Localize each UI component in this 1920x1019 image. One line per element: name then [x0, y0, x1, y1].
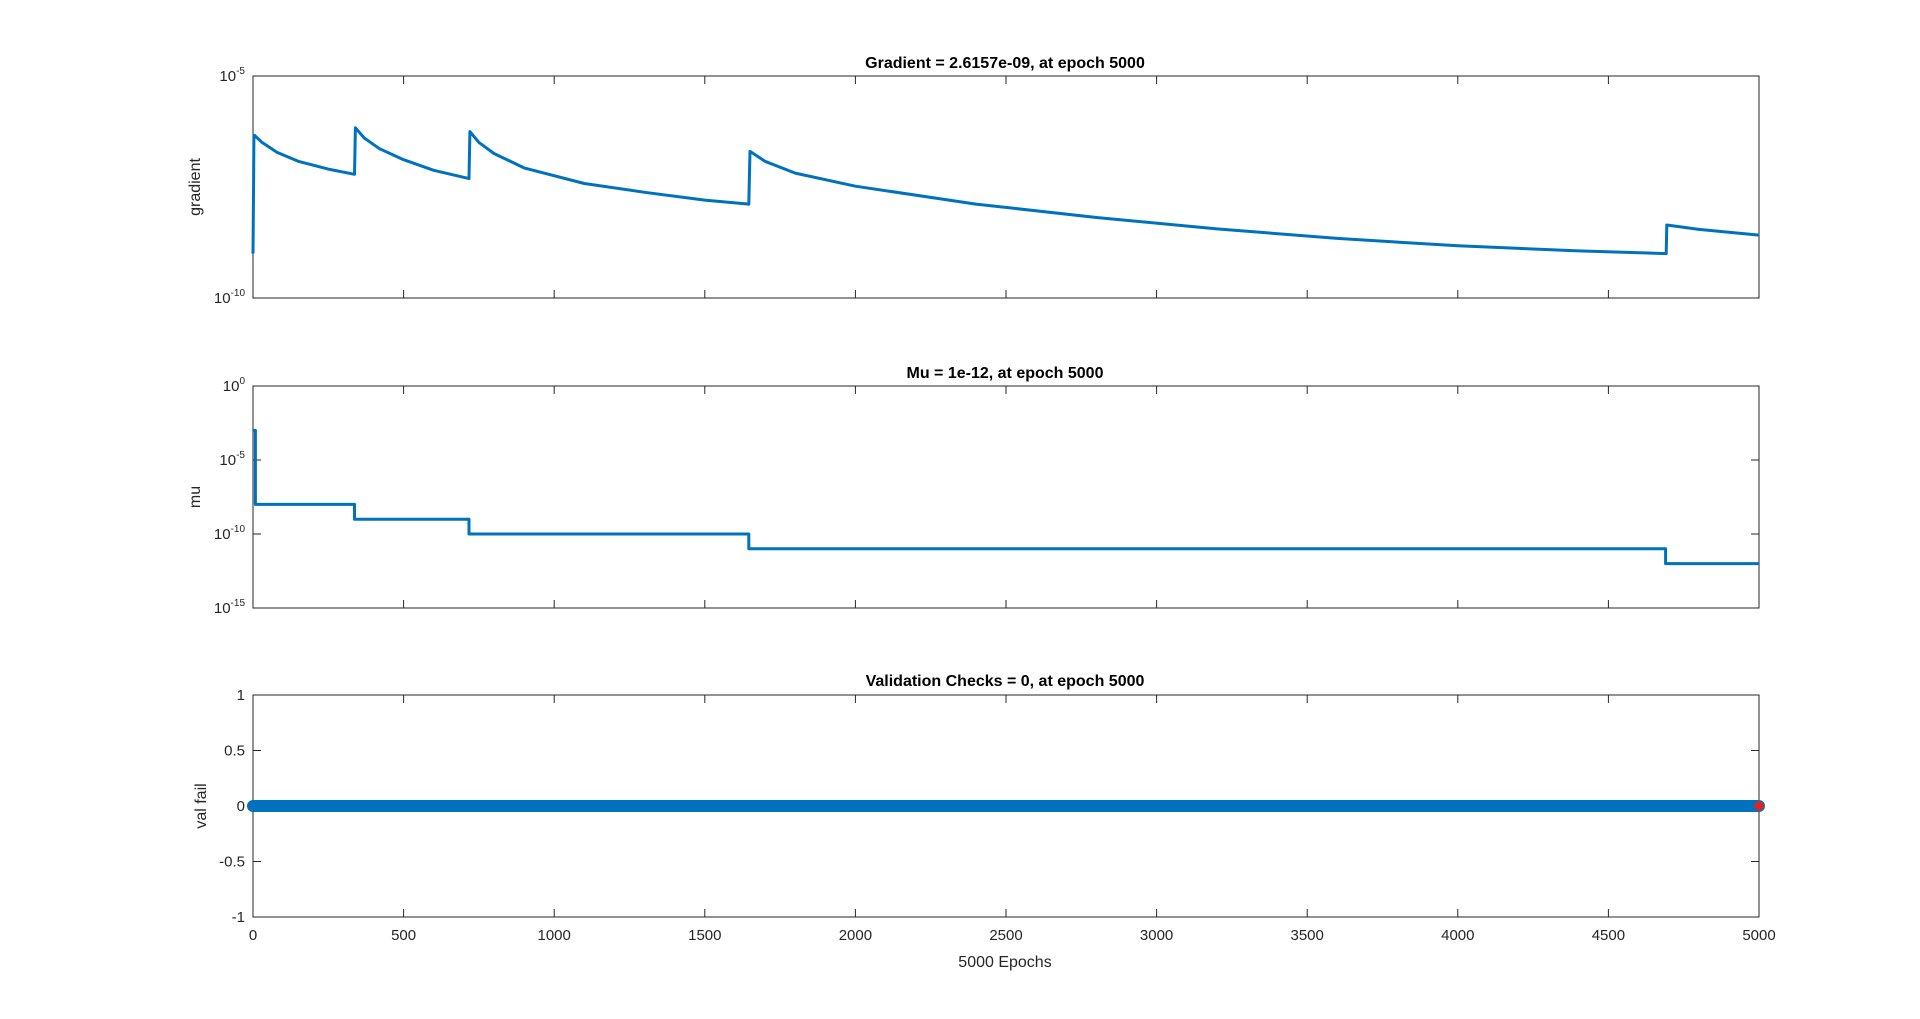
val-fail-xtick-label: 4500	[1592, 927, 1625, 944]
val-fail-xtick-label: 1000	[538, 927, 571, 944]
gradient-series-line	[251, 126, 1760, 256]
mu-xticks	[252, 386, 1760, 608]
val-fail-panel-title: Validation Checks = 0, at epoch 5000	[866, 673, 1145, 690]
val-fail-ytick-label: 0	[237, 798, 245, 815]
val-fail-xtick-label: 4000	[1441, 927, 1474, 944]
val-fail-ytick-label: 1	[237, 687, 245, 704]
mu-ytick-base: 10	[214, 526, 231, 543]
mu-ytick-base: 10	[214, 600, 231, 617]
val-fail-end-marker	[1753, 800, 1765, 812]
val-fail-xtick-label: 0	[249, 927, 257, 944]
mu-ytick-exponent: -5	[236, 450, 245, 461]
val-fail-xtick-label: 1500	[688, 927, 721, 944]
gradient-ytick-exponent: -10	[231, 288, 246, 299]
mu-ylabel: mu	[187, 486, 204, 508]
val-fail-xticks: 0 500 1000 1500 2000 2500 3000 3500 4000 4500 5000	[249, 695, 1776, 944]
gradient-ytick-label: 10-5	[219, 66, 245, 85]
mu-ytick-label: 10-5	[219, 450, 245, 469]
val-fail-ytick-label: -0.5	[219, 854, 245, 871]
gradient-ytick-exponent: -5	[236, 66, 245, 77]
gradient-panel: Gradient = 2.6157e-09, at epoch 5000 gra…	[187, 55, 1760, 307]
mu-ytick-base: 10	[223, 378, 240, 395]
mu-ytick-label: 10-15	[214, 598, 246, 617]
mu-ytick-base: 10	[219, 452, 236, 469]
mu-ytick-label: 100	[223, 376, 246, 395]
mu-panel: Mu = 1e-12, at epoch 5000 mu 10-1510-101…	[187, 365, 1760, 617]
val-fail-xtick-label: 500	[391, 927, 416, 944]
mu-ytick-label: 10-10	[214, 524, 246, 543]
val-fail-ylabel: val fail	[193, 783, 210, 828]
val-fail-ytick-label: 0.5	[224, 743, 245, 760]
val-fail-xtick-label: 5000	[1742, 927, 1775, 944]
mu-axes	[252, 385, 1760, 609]
gradient-ytick-label: 10-10	[214, 288, 246, 307]
gradient-axes	[252, 75, 1760, 299]
val-fail-panel: Validation Checks = 0, at epoch 5000 val…	[193, 673, 1776, 971]
mu-panel-title: Mu = 1e-12, at epoch 5000	[907, 365, 1104, 382]
val-fail-xtick-label: 3500	[1291, 927, 1324, 944]
gradient-xticks	[252, 76, 1760, 298]
gradient-ytick-base: 10	[219, 68, 236, 85]
mu-ytick-exponent: 0	[239, 376, 245, 387]
val-fail-yticks: -1 -0.5 0 0.5 1	[219, 687, 1759, 926]
val-fail-ytick-label: -1	[232, 909, 245, 926]
gradient-panel-title: Gradient = 2.6157e-09, at epoch 5000	[865, 55, 1145, 72]
gradient-marks	[251, 126, 1760, 256]
val-fail-xtick-label: 2500	[989, 927, 1022, 944]
mu-series-line	[253, 428, 1759, 566]
mu-ytick-exponent: -10	[231, 524, 246, 535]
val-fail-xtick-label: 3000	[1140, 927, 1173, 944]
val-fail-marks	[247, 800, 1765, 812]
gradient-ytick-base: 10	[214, 290, 231, 307]
mu-marks	[253, 428, 1759, 566]
mu-ytick-exponent: -15	[231, 598, 246, 609]
gradient-ylabel: gradient	[187, 158, 204, 216]
val-fail-xtick-label: 2000	[839, 927, 872, 944]
val-fail-xlabel: 5000 Epochs	[958, 954, 1051, 971]
